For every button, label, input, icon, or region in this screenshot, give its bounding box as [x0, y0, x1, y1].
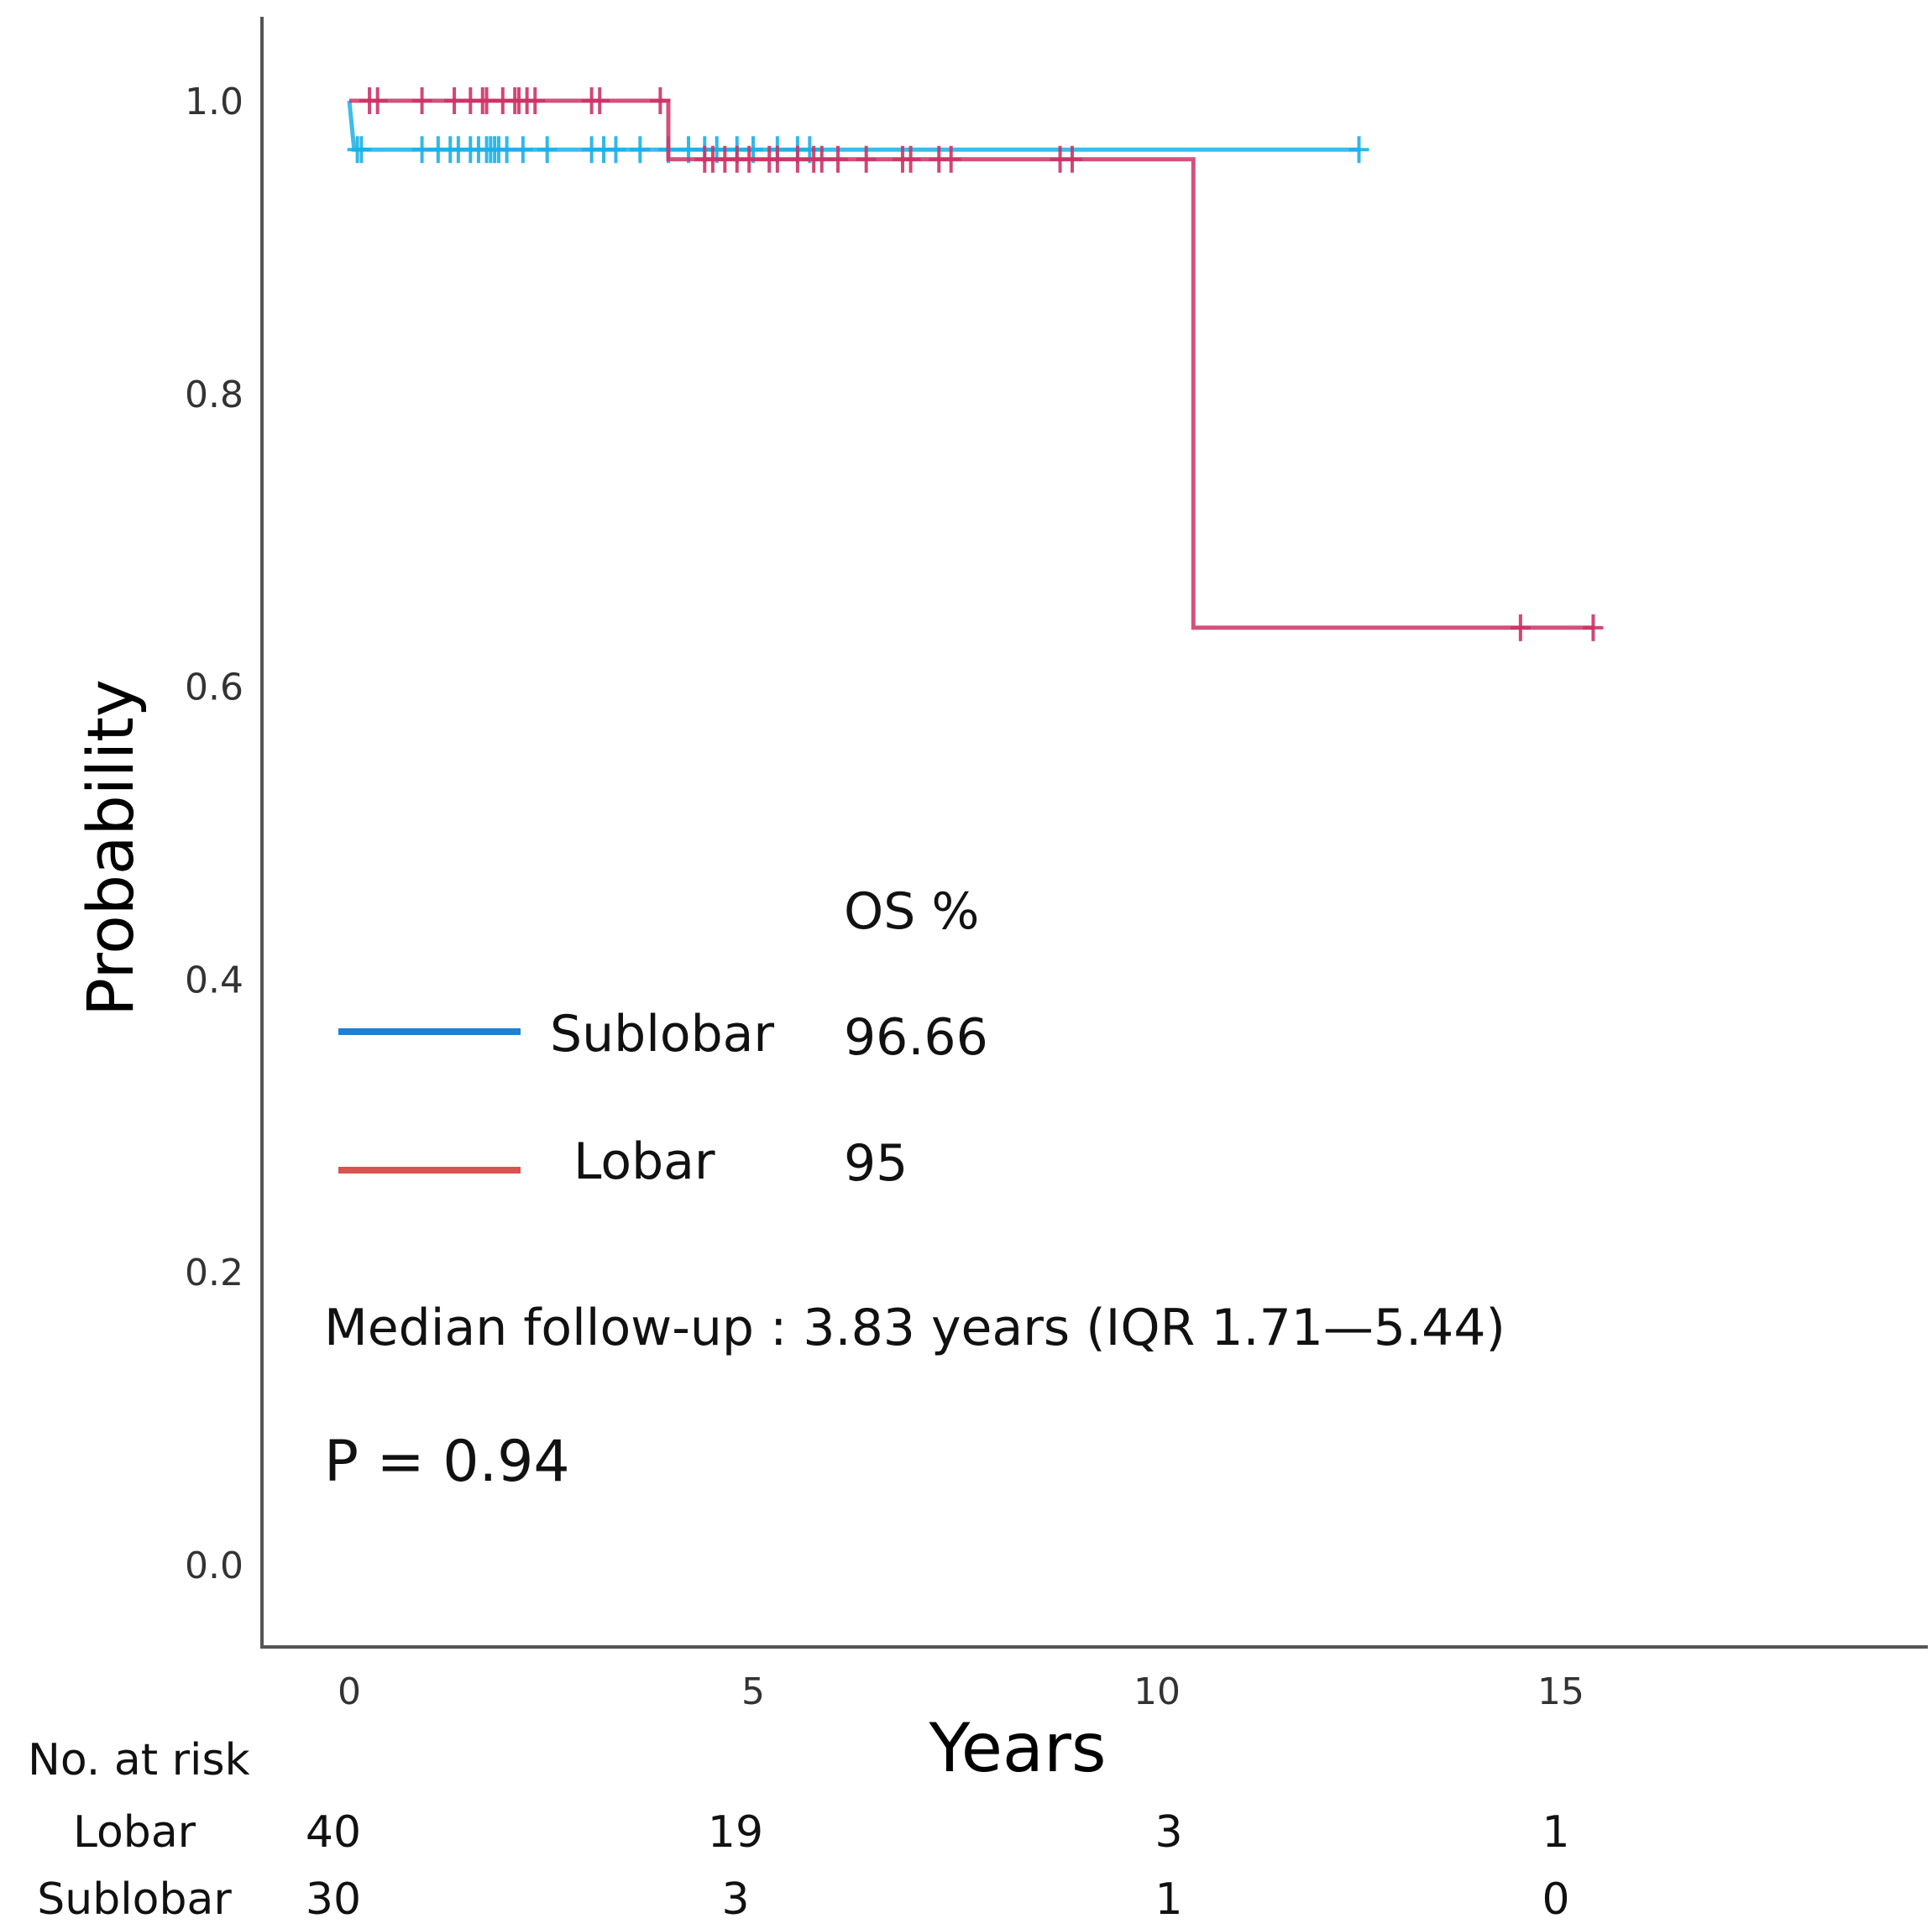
censor-mark-lobar — [411, 87, 432, 114]
y-tick-label: 1.0 — [185, 81, 243, 123]
censor-mark-lobar — [767, 145, 788, 173]
censor-mark-lobar — [900, 145, 921, 173]
legend-label-lobar: Lobar — [573, 1132, 715, 1191]
y-tick-labels: 0.0 0.2 0.4 0.6 0.8 1.0 — [185, 81, 243, 1587]
censor-mark-sublobar — [512, 136, 533, 164]
censor-mark-lobar — [828, 145, 849, 173]
y-tick-label: 0.0 — [185, 1545, 243, 1587]
risk-table: No. at risk Lobar Sublobar 40 19 3 1 30 3 1 0 — [28, 1735, 1570, 1925]
censor-mark-lobar — [739, 145, 760, 173]
survival-curves — [347, 87, 1604, 641]
censor-mark-lobar — [367, 87, 388, 114]
y-tick-label: 0.4 — [185, 959, 243, 1001]
censor-mark-lobar — [856, 145, 877, 173]
x-tick-label: 5 — [741, 1670, 765, 1713]
legend-header: OS % — [844, 882, 979, 941]
censor-mark-lobar — [1510, 614, 1531, 641]
x-tick-label: 0 — [338, 1670, 361, 1713]
censor-mark-lobar — [589, 87, 610, 114]
censor-mark-sublobar — [351, 136, 372, 164]
risk-value-sublobar: 30 — [306, 1874, 361, 1925]
legend: OS % Sublobar 96.66 Lobar 95 — [338, 882, 988, 1193]
censor-mark-lobar — [650, 87, 671, 114]
risk-value-lobar: 40 — [306, 1807, 361, 1858]
p-value-annotation: P = 0.94 — [324, 1429, 570, 1495]
risk-value-sublobar: 1 — [1154, 1874, 1182, 1925]
km-curve-sublobar — [347, 100, 1359, 152]
x-tick-labels: 0 5 10 15 — [338, 1670, 1584, 1713]
x-axis-title: Years — [928, 1709, 1106, 1787]
censor-mark-lobar — [1583, 614, 1604, 641]
censor-mark-lobar — [940, 145, 961, 173]
y-tick-label: 0.8 — [185, 374, 243, 416]
censor-mark-sublobar — [537, 136, 558, 164]
censor-mark-sublobar — [630, 136, 651, 164]
y-tick-label: 0.6 — [185, 667, 243, 709]
km-curve-lobar — [349, 98, 1594, 630]
median-followup-annotation: Median follow-up : 3.83 years (IQR 1.71—… — [324, 1299, 1505, 1357]
legend-label-sublobar: Sublobar — [550, 1005, 774, 1064]
censor-mark-sublobar — [605, 136, 626, 164]
y-axis-title: Probability — [73, 679, 148, 1017]
risk-value-lobar: 3 — [1154, 1807, 1182, 1858]
risk-row-label-sublobar: Sublobar — [37, 1874, 232, 1925]
censor-mark-lobar — [525, 87, 546, 114]
risk-values: 40 19 3 1 30 3 1 0 — [306, 1807, 1570, 1925]
risk-row-label-lobar: Lobar — [73, 1807, 196, 1858]
legend-value-lobar: 95 — [844, 1134, 908, 1193]
censor-mark-sublobar — [1348, 136, 1369, 164]
risk-value-sublobar: 0 — [1542, 1874, 1569, 1925]
censor-mark-lobar — [1061, 145, 1082, 173]
x-tick-label: 15 — [1537, 1670, 1584, 1713]
risk-table-title: No. at risk — [28, 1735, 250, 1785]
risk-value-sublobar: 3 — [721, 1874, 749, 1925]
legend-value-sublobar: 96.66 — [844, 1008, 988, 1067]
y-tick-label: 0.2 — [185, 1252, 243, 1294]
risk-value-lobar: 1 — [1542, 1807, 1569, 1858]
risk-value-lobar: 19 — [708, 1807, 763, 1858]
x-tick-label: 10 — [1134, 1670, 1181, 1713]
